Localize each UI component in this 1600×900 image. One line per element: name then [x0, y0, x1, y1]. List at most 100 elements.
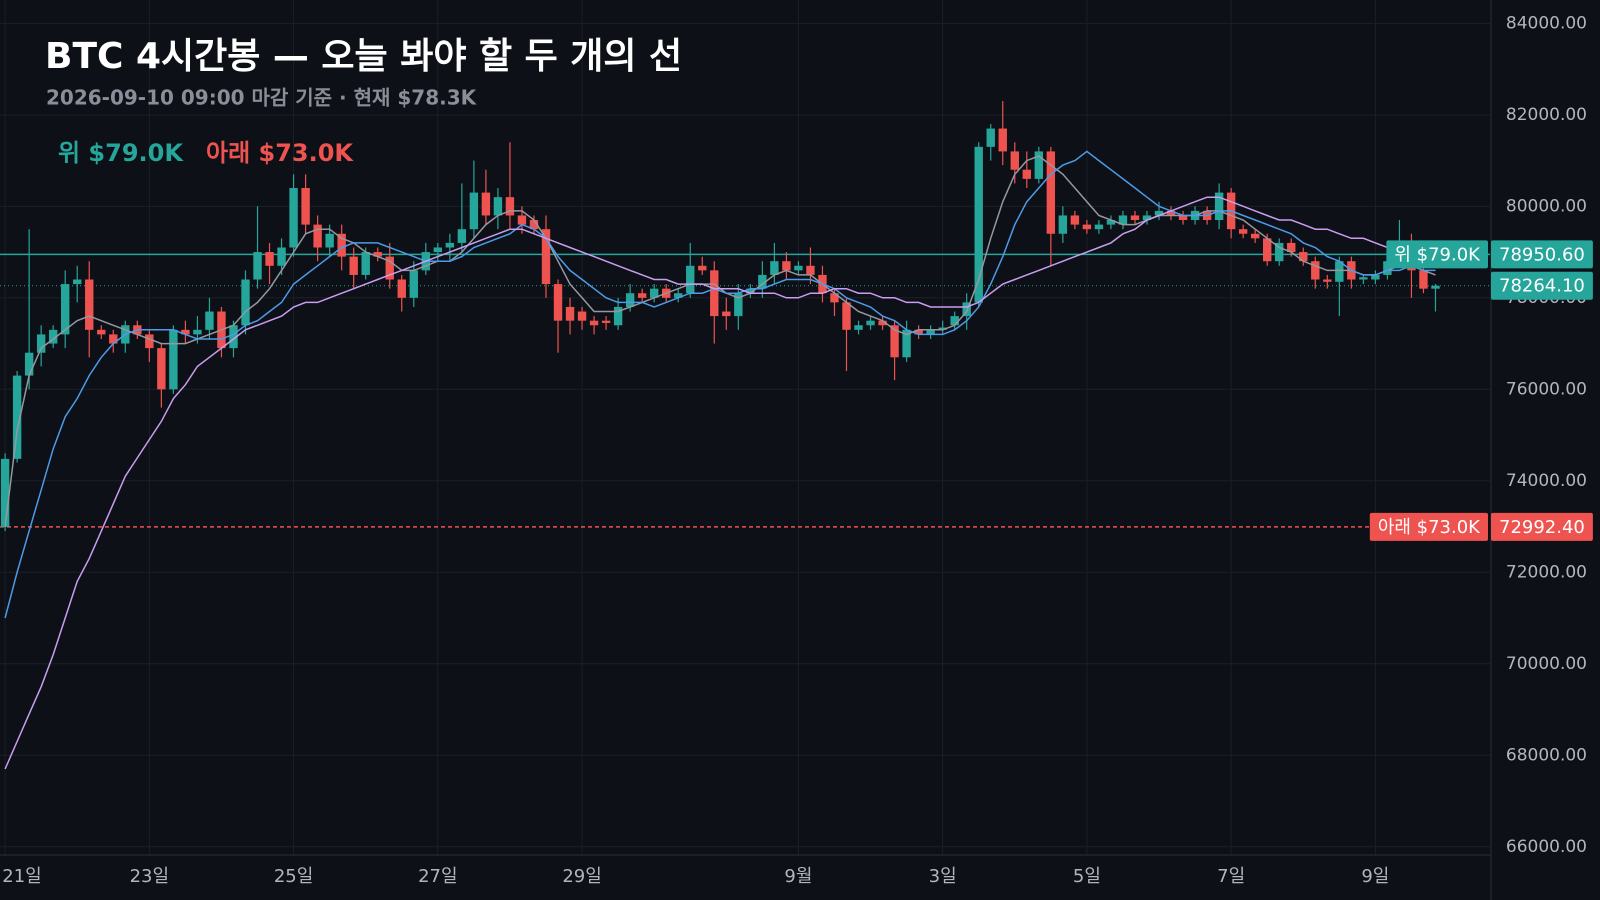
candle-body [36, 334, 46, 353]
candle-body [686, 265, 695, 294]
candle-body [97, 329, 106, 335]
candle-body [1419, 270, 1428, 289]
candle-body [505, 197, 515, 216]
candle-body [0, 458, 10, 527]
candle-body [878, 320, 887, 326]
candle-body [349, 256, 358, 275]
grid-layer [0, 0, 1490, 855]
candle-body [1106, 220, 1116, 225]
candle-body [325, 233, 334, 248]
candle-body [1238, 229, 1248, 234]
candle-body [1166, 210, 1176, 216]
candle-body [253, 252, 262, 280]
candle-body [73, 279, 82, 285]
candle-body [48, 329, 58, 344]
candle-body [157, 348, 166, 390]
candle-body [61, 284, 70, 335]
y-tick-label: 84000.00 [1506, 13, 1587, 33]
candle-body [1335, 261, 1344, 282]
candle-body [169, 329, 178, 390]
candle-body [842, 302, 851, 330]
axis-layer: 66000.00 68000.00 70000.00 72000.00 74000.00… [2, 13, 1587, 887]
candle-body [866, 320, 875, 326]
level-price-tag-box [1491, 240, 1593, 269]
y-tick-label: 82000.00 [1506, 105, 1587, 125]
candle-body [1046, 151, 1056, 234]
candle-body [337, 233, 346, 257]
candle-body [481, 192, 491, 216]
candle-body [289, 188, 298, 248]
level-price-tag: 78950.60 [1491, 240, 1593, 269]
candle-body [734, 293, 743, 317]
chart-title: BTC 4시간봉 — 오늘 봐야 할 두 개의 선 [45, 36, 682, 77]
last-price-tag-box [1491, 271, 1593, 300]
candle-body [722, 311, 731, 317]
candle-body [241, 279, 250, 326]
level-tag-box [1369, 512, 1488, 541]
candle-body [445, 242, 455, 248]
candle-body [12, 375, 22, 459]
candle-body [854, 325, 863, 330]
candle-body [205, 311, 214, 330]
candle-body [1431, 285, 1440, 289]
candle-body [794, 265, 803, 271]
candle-body [193, 329, 202, 335]
level-tag-text: 아래 $73.0K [1378, 517, 1481, 538]
candle-body [649, 288, 659, 298]
candle-body [181, 329, 190, 335]
x-tick-label: 27일 [418, 866, 457, 887]
candle-body [1154, 210, 1164, 216]
candle-body [577, 311, 587, 321]
candle-body [457, 229, 467, 243]
candle-body [229, 325, 238, 349]
candle-body [1371, 274, 1380, 280]
candle-body [770, 261, 779, 275]
candle-body [24, 352, 34, 376]
candle-body [974, 146, 983, 303]
candle-body [806, 265, 815, 275]
candle-body [601, 320, 611, 323]
last-price-tag-text: 78264.10 [1499, 276, 1585, 297]
candle-body [1275, 242, 1284, 262]
x-tick-label: 21일 [2, 866, 41, 887]
legend-entry: 위 $79.0K [58, 139, 184, 167]
candle-body [1299, 252, 1308, 262]
candle-body [938, 327, 947, 330]
candle-body [265, 252, 274, 266]
candle-body [433, 247, 443, 253]
level-price-tag-text: 72992.40 [1499, 517, 1585, 538]
candle-body [1094, 224, 1104, 230]
candle-body [1034, 151, 1044, 179]
candle-body [529, 220, 539, 230]
candle-body [145, 334, 154, 349]
candle-body [782, 261, 791, 271]
y-tick-label: 70000.00 [1506, 654, 1587, 674]
y-tick-label: 68000.00 [1506, 745, 1587, 765]
candle-body [1058, 215, 1068, 234]
candle-body [986, 128, 995, 147]
candle-body [1178, 215, 1188, 221]
level-price-tag-box [1491, 512, 1593, 541]
candle-body [1311, 261, 1320, 280]
candle-body [541, 229, 551, 285]
candle-body [1142, 215, 1152, 221]
level-price-tag-text: 78950.60 [1499, 244, 1585, 265]
candle-body [613, 306, 623, 326]
candle-body [553, 284, 563, 321]
x-tick-label: 9일 [1361, 866, 1389, 887]
candle-body [1118, 215, 1128, 225]
candle-body [1130, 215, 1140, 221]
level-tag: 위 $79.0K [1386, 240, 1488, 269]
candle-body [674, 293, 683, 298]
candle-body [914, 329, 923, 335]
candle-body [698, 265, 707, 271]
level-tag: 아래 $73.0K [1369, 512, 1488, 541]
candle-body [625, 293, 635, 307]
candle-body [710, 270, 719, 317]
candle-body [1070, 215, 1080, 225]
candle-body [397, 279, 406, 298]
candle-body [1323, 279, 1332, 282]
candle-body [277, 247, 286, 266]
x-tick-label: 5일 [1073, 866, 1101, 887]
